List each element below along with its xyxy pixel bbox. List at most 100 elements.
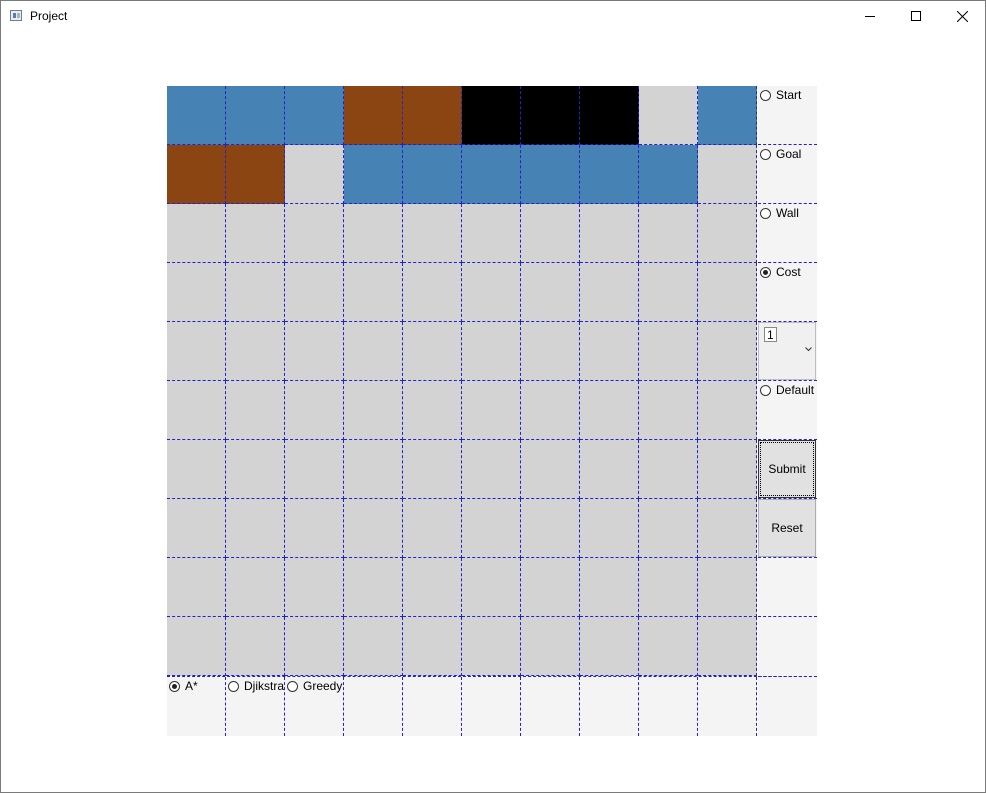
grid-cell-empty[interactable]: [344, 499, 403, 558]
grid-cell-empty[interactable]: [285, 381, 344, 440]
grid-cell-empty[interactable]: [462, 617, 521, 676]
grid-cell-empty[interactable]: [698, 322, 757, 381]
grid-cell-empty[interactable]: [639, 86, 698, 145]
grid-cell-empty[interactable]: [580, 440, 639, 499]
grid-cell-start[interactable]: [344, 145, 403, 204]
grid-cell-empty[interactable]: [403, 263, 462, 322]
grid-cell-wall[interactable]: [580, 86, 639, 145]
grid-cell-empty[interactable]: [403, 440, 462, 499]
grid-cell-empty[interactable]: [462, 263, 521, 322]
grid-cell-empty[interactable]: [167, 558, 226, 617]
grid-cell-empty[interactable]: [639, 440, 698, 499]
grid-cell-empty[interactable]: [462, 558, 521, 617]
greedy-radio[interactable]: Greedy: [287, 679, 342, 693]
grid-cell-start[interactable]: [226, 86, 285, 145]
grid-cell-empty[interactable]: [462, 381, 521, 440]
grid-cell-start[interactable]: [698, 86, 757, 145]
grid-cell-empty[interactable]: [226, 558, 285, 617]
grid-cell-goal[interactable]: [403, 86, 462, 145]
astar-radio-indicator[interactable]: [169, 680, 180, 692]
grid-cell-empty[interactable]: [167, 440, 226, 499]
grid-cell-start[interactable]: [462, 145, 521, 204]
grid-cell-empty[interactable]: [403, 499, 462, 558]
cost-select[interactable]: 1: [758, 322, 816, 380]
default-radio[interactable]: Default: [760, 383, 814, 397]
grid-cell-empty[interactable]: [580, 381, 639, 440]
grid-cell-empty[interactable]: [226, 440, 285, 499]
grid-cell-empty[interactable]: [580, 204, 639, 263]
cost-radio-indicator[interactable]: [760, 266, 771, 278]
grid-cell-empty[interactable]: [580, 558, 639, 617]
grid-cell-empty[interactable]: [580, 322, 639, 381]
grid-cell-empty[interactable]: [698, 499, 757, 558]
grid-cell-start[interactable]: [639, 145, 698, 204]
grid-cell-empty[interactable]: [344, 558, 403, 617]
grid-cell-empty[interactable]: [580, 263, 639, 322]
grid-cell-empty[interactable]: [403, 558, 462, 617]
grid-cell-empty[interactable]: [285, 263, 344, 322]
wall-radio-indicator[interactable]: [760, 207, 771, 219]
grid-cell-empty[interactable]: [639, 617, 698, 676]
grid-cell-start[interactable]: [403, 145, 462, 204]
grid-cell-empty[interactable]: [639, 263, 698, 322]
grid-cell-empty[interactable]: [344, 381, 403, 440]
grid-cell-empty[interactable]: [285, 440, 344, 499]
grid-cell-empty[interactable]: [639, 499, 698, 558]
grid-cell-empty[interactable]: [226, 617, 285, 676]
grid-cell-empty[interactable]: [226, 322, 285, 381]
grid-cell-empty[interactable]: [462, 204, 521, 263]
grid-cell-empty[interactable]: [462, 440, 521, 499]
grid-cell-empty[interactable]: [167, 617, 226, 676]
greedy-radio-indicator[interactable]: [287, 680, 298, 692]
reset-button[interactable]: Reset: [758, 499, 816, 557]
grid-cell-empty[interactable]: [285, 558, 344, 617]
wall-radio[interactable]: Wall: [760, 206, 799, 220]
grid-cell-empty[interactable]: [639, 204, 698, 263]
grid-cell-empty[interactable]: [285, 322, 344, 381]
grid-cell-empty[interactable]: [639, 322, 698, 381]
grid-cell-empty[interactable]: [521, 381, 580, 440]
grid-cell-empty[interactable]: [285, 499, 344, 558]
goal-radio[interactable]: Goal: [760, 147, 801, 161]
astar-radio[interactable]: A*: [169, 679, 198, 693]
grid-cell-empty[interactable]: [226, 204, 285, 263]
dijkstra-radio[interactable]: Djikstra: [228, 679, 284, 693]
grid-cell-empty[interactable]: [698, 263, 757, 322]
start-radio-indicator[interactable]: [760, 89, 771, 101]
grid-cell-empty[interactable]: [521, 440, 580, 499]
grid-cell-start[interactable]: [285, 86, 344, 145]
grid-cell-empty[interactable]: [167, 204, 226, 263]
grid-cell-empty[interactable]: [698, 381, 757, 440]
grid-cell-empty[interactable]: [698, 617, 757, 676]
grid-cell-empty[interactable]: [167, 263, 226, 322]
grid-cell-empty[interactable]: [698, 204, 757, 263]
grid-cell-empty[interactable]: [639, 558, 698, 617]
default-radio-indicator[interactable]: [760, 384, 771, 396]
grid-cell-empty[interactable]: [285, 204, 344, 263]
grid-cell-empty[interactable]: [698, 440, 757, 499]
grid-cell-empty[interactable]: [403, 617, 462, 676]
grid-cell-empty[interactable]: [521, 204, 580, 263]
grid-cell-empty[interactable]: [226, 381, 285, 440]
grid-cell-empty[interactable]: [403, 322, 462, 381]
grid-cell-empty[interactable]: [462, 322, 521, 381]
grid-cell-empty[interactable]: [226, 263, 285, 322]
grid-cell-empty[interactable]: [639, 381, 698, 440]
cost-radio[interactable]: Cost: [760, 265, 801, 279]
grid-cell-goal[interactable]: [226, 145, 285, 204]
grid-cell-empty[interactable]: [167, 499, 226, 558]
start-radio[interactable]: Start: [760, 88, 801, 102]
grid-cell-goal[interactable]: [344, 86, 403, 145]
grid-cell-empty[interactable]: [521, 499, 580, 558]
goal-radio-indicator[interactable]: [760, 148, 771, 160]
grid-cell-empty[interactable]: [344, 204, 403, 263]
grid-cell-empty[interactable]: [285, 145, 344, 204]
grid-cell-empty[interactable]: [285, 617, 344, 676]
grid-cell-empty[interactable]: [521, 322, 580, 381]
grid-cell-empty[interactable]: [167, 381, 226, 440]
grid-cell-empty[interactable]: [462, 499, 521, 558]
grid-cell-empty[interactable]: [698, 145, 757, 204]
maximize-button[interactable]: [893, 1, 939, 31]
grid-cell-empty[interactable]: [167, 322, 226, 381]
close-button[interactable]: [939, 1, 985, 31]
